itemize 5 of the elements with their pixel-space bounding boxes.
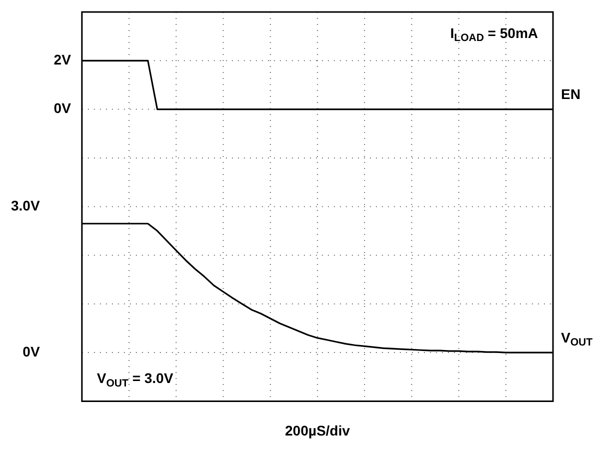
y2-tick-label: 0V [22, 343, 40, 360]
x-axis-title: 200µS/div [285, 422, 350, 438]
y2-tick-label: 3.0V [10, 197, 40, 214]
y-tick-label: 2V [54, 52, 72, 68]
series-label: EN [561, 86, 580, 102]
